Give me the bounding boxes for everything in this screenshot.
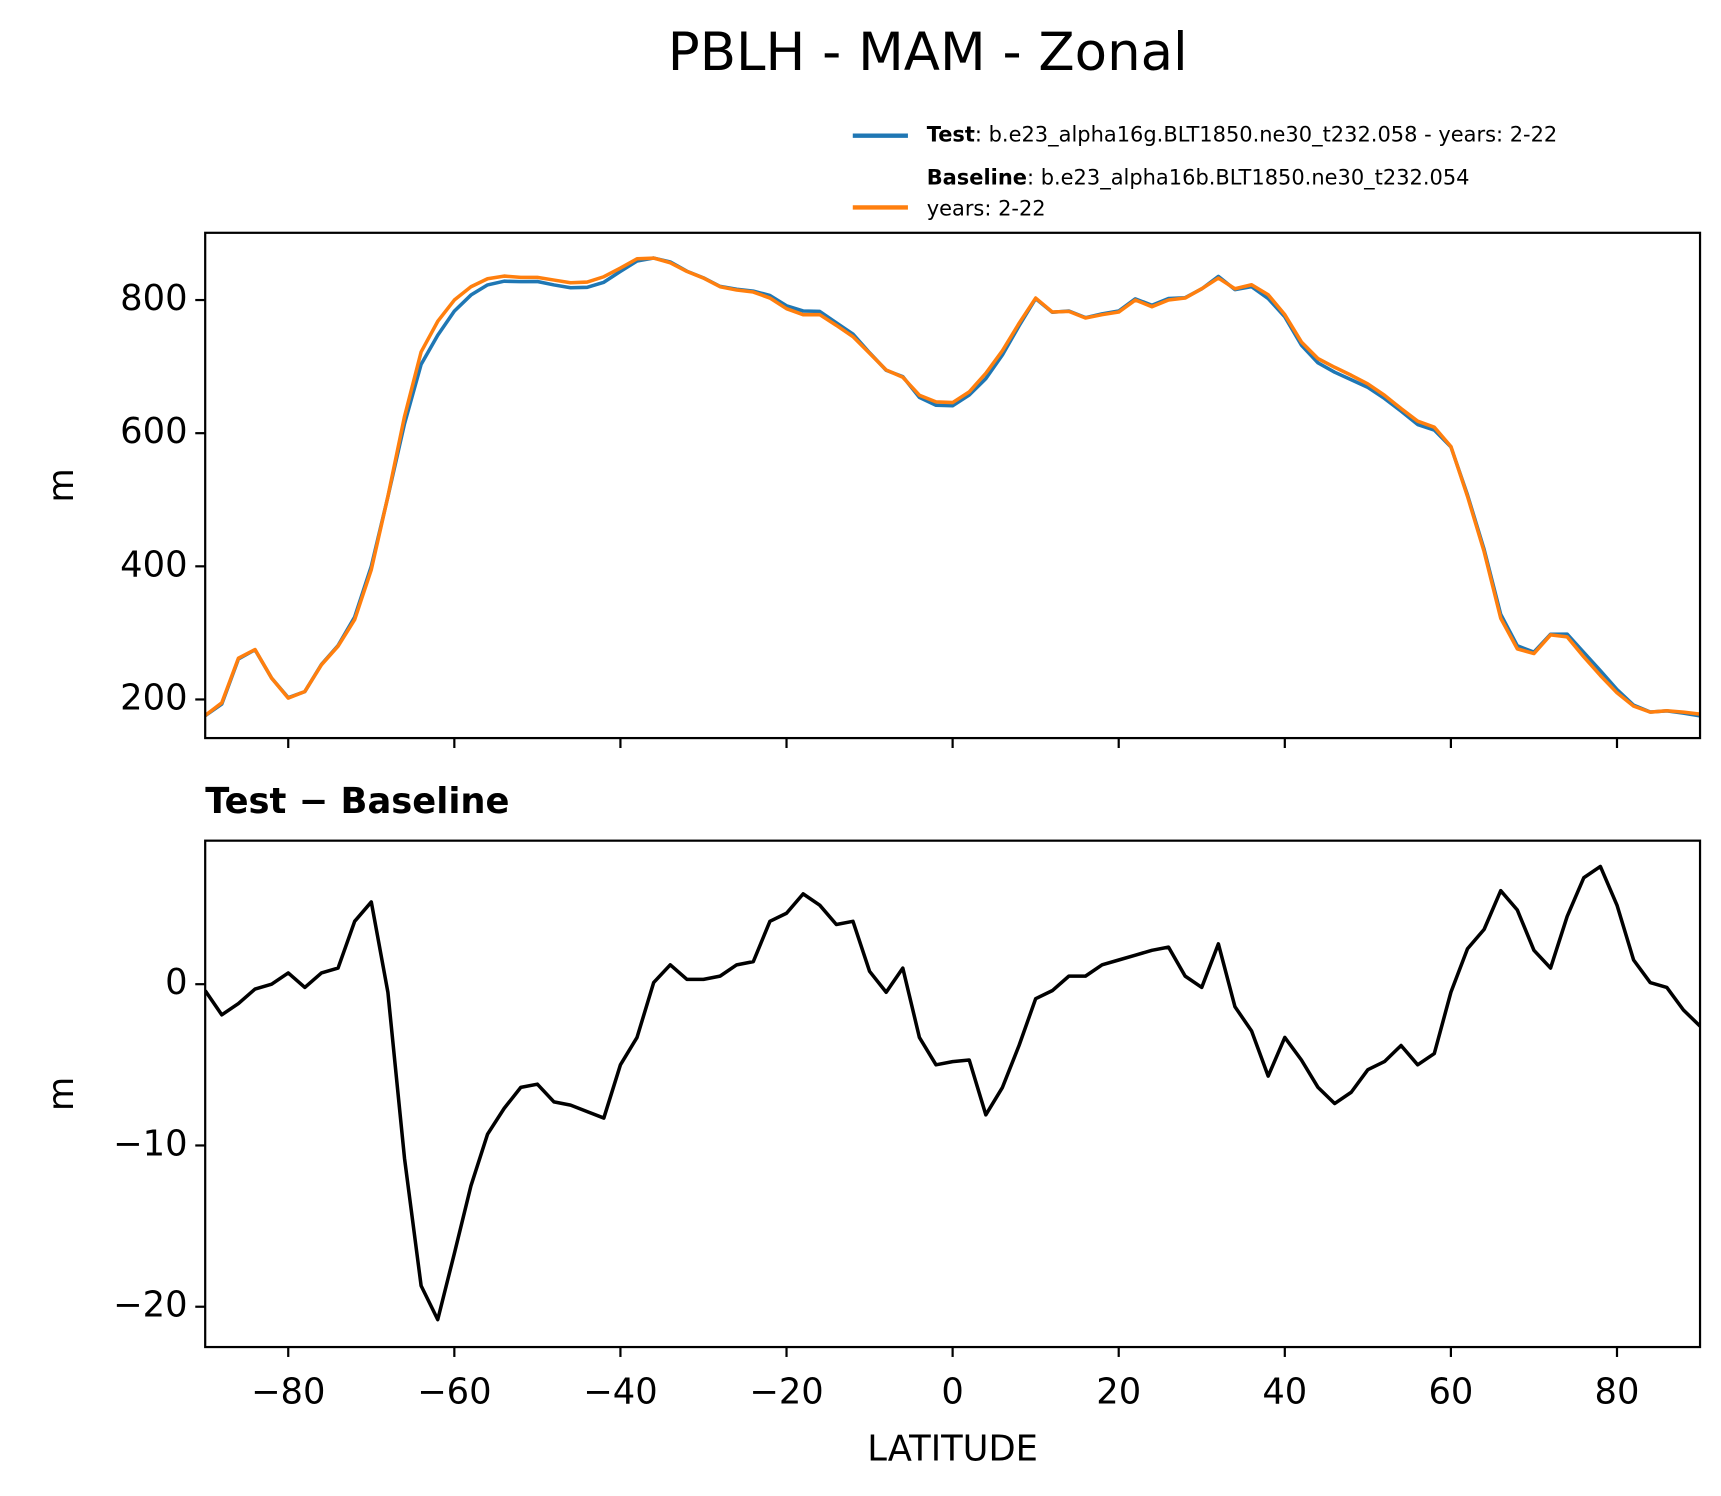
data-line: [205, 256, 1701, 717]
y-tick-label: −10: [113, 1123, 188, 1164]
legend-description: years: 2-22: [927, 197, 1046, 221]
y-tick-label: 800: [120, 278, 187, 319]
plot-area: [205, 864, 1701, 1322]
data-line: [205, 864, 1701, 1322]
y-tick-label: 400: [120, 544, 187, 585]
axes-frame: [204, 231, 1702, 740]
x-tick-label: 0: [941, 1371, 963, 1412]
y-tick-label: 600: [120, 411, 187, 452]
x-tick-label: 60: [1428, 1371, 1473, 1412]
panel-title: Test − Baseline: [205, 781, 509, 822]
legend-name: Test: [927, 123, 975, 147]
x-tick-label: 80: [1595, 1371, 1640, 1412]
x-axis-label: LATITUDE: [867, 1429, 1038, 1470]
legend-description: : b.e23_alpha16b.BLT1850.ne30_t232.054: [1027, 166, 1470, 191]
x-tick-label: 40: [1262, 1371, 1307, 1412]
legend-description: : b.e23_alpha16g.BLT1850.ne30_t232.058 -…: [975, 123, 1557, 148]
y-tick-label: −20: [113, 1285, 188, 1326]
legend-label: Baseline: b.e23_alpha16b.BLT1850.ne30_t2…: [927, 166, 1470, 221]
legend-label: Test: b.e23_alpha16g.BLT1850.ne30_t232.0…: [927, 123, 1558, 148]
x-tick-label: −80: [251, 1371, 326, 1412]
y-tick-label: 0: [165, 962, 187, 1003]
y-axis-label: m: [41, 468, 82, 502]
y-tick-label: 200: [120, 677, 187, 718]
x-tick-label: −40: [583, 1371, 658, 1412]
y-axis-label: m: [41, 1077, 82, 1111]
legend-name: Baseline: [927, 166, 1027, 190]
figure-title: PBLH - MAM - Zonal: [668, 22, 1188, 83]
x-tick-label: −60: [417, 1371, 492, 1412]
data-line: [205, 256, 1701, 718]
x-tick-label: −20: [749, 1371, 824, 1412]
plot-area: [205, 256, 1701, 718]
x-tick-label: 20: [1096, 1371, 1141, 1412]
axes-frame: [204, 839, 1702, 1349]
